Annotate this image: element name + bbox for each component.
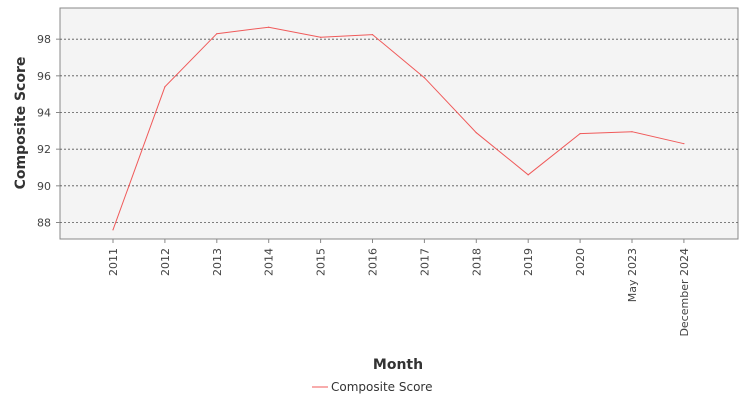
x-tick-label: 2017	[418, 248, 431, 276]
data-point	[683, 143, 685, 145]
y-tick-label: 98	[37, 33, 51, 46]
y-tick-label: 94	[37, 107, 51, 120]
x-tick-label: 2011	[107, 248, 120, 276]
series-line	[112, 26, 685, 230]
x-tick-label: 2016	[367, 248, 380, 276]
x-tick-label: 2015	[315, 248, 328, 276]
plot-background	[59, 7, 739, 240]
x-tick-label: 2014	[263, 248, 276, 276]
data-point	[579, 132, 581, 135]
x-tick-label: 2020	[574, 248, 587, 276]
data-point	[320, 36, 322, 38]
data-point	[216, 33, 218, 35]
data-point	[423, 77, 425, 79]
series-layer	[112, 26, 685, 231]
data-point	[112, 229, 114, 231]
legend: Composite Score	[312, 380, 432, 394]
legend-label: Composite Score	[331, 380, 432, 394]
x-tick-label: 2012	[159, 248, 172, 276]
x-tick-label: 2018	[470, 248, 483, 276]
data-point	[371, 33, 374, 36]
x-tick-label: 2019	[522, 248, 535, 276]
x-tick-label: 2013	[211, 248, 224, 276]
y-axis-title: Composite Score	[13, 57, 29, 190]
data-point	[475, 132, 477, 134]
data-point	[268, 26, 270, 28]
y-tick-label: 96	[37, 70, 51, 83]
y-tick-label: 90	[37, 180, 51, 193]
grid-lines	[60, 38, 738, 223]
data-point	[164, 86, 166, 88]
y-tick-label: 88	[37, 217, 51, 230]
data-point	[631, 131, 633, 133]
x-tick-label: December 2024	[678, 248, 691, 337]
x-axis-ticks: 2011 2012 2013 2014 2015 2016 2017 2018 2019 2020…	[107, 239, 691, 337]
x-axis-title: Month	[373, 357, 423, 373]
x-tick-label: May 2023	[626, 248, 639, 302]
y-tick-label: 92	[37, 143, 51, 156]
data-point	[527, 174, 529, 176]
y-axis-ticks: 88 90 92 94 96 98	[37, 33, 60, 230]
